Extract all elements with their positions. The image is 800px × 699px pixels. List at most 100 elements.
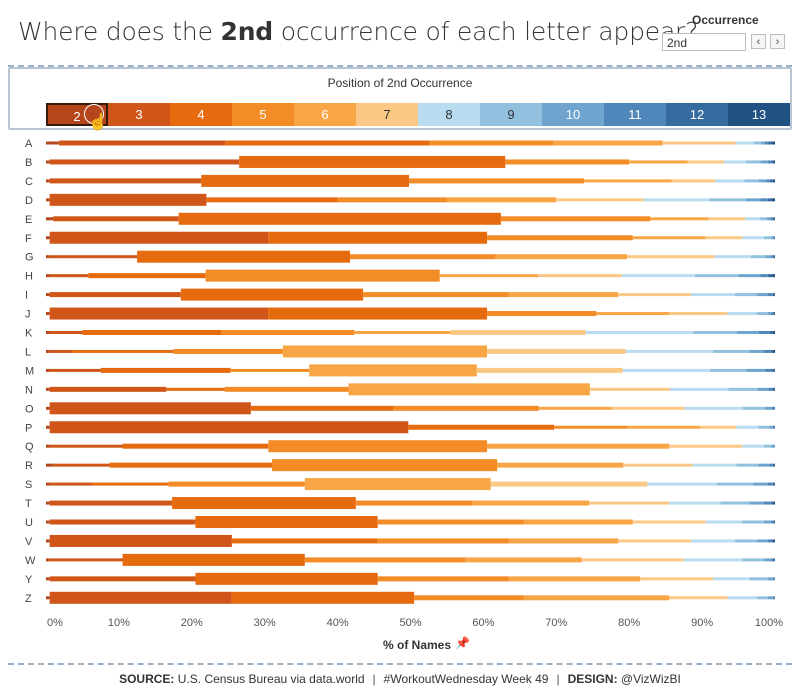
bar-segment[interactable]	[773, 558, 775, 562]
bar-segment[interactable]	[753, 482, 768, 486]
bar-segment[interactable]	[728, 387, 758, 391]
bar-segment[interactable]	[768, 141, 773, 145]
bar-segment[interactable]	[282, 345, 488, 358]
bar-segment[interactable]	[46, 520, 50, 524]
bar-segment[interactable]	[46, 160, 50, 164]
legend-item-13[interactable]: 13	[728, 103, 790, 126]
bar-segment[interactable]	[758, 179, 767, 183]
bar-segment[interactable]	[772, 217, 775, 221]
bar-segment[interactable]	[769, 331, 774, 334]
bar-segment[interactable]	[446, 197, 557, 203]
bar-segment[interactable]	[49, 231, 269, 244]
bar-segment[interactable]	[691, 539, 735, 543]
bar-segment[interactable]	[745, 160, 761, 164]
bar-segment[interactable]	[71, 349, 174, 353]
bar-segment[interactable]	[556, 198, 644, 202]
chevron-right-icon[interactable]: ›	[770, 34, 785, 49]
bar-segment[interactable]	[769, 463, 773, 467]
bar-segment[interactable]	[766, 217, 771, 221]
bar-segment[interactable]	[736, 425, 759, 429]
bar-segment[interactable]	[742, 558, 765, 562]
bar-segment[interactable]	[49, 255, 138, 259]
bar-segment[interactable]	[220, 330, 355, 335]
bar-segment[interactable]	[618, 293, 692, 297]
bar-segment[interactable]	[760, 274, 768, 278]
legend-item-4[interactable]: 4	[170, 103, 232, 126]
bar-segment[interactable]	[771, 539, 774, 543]
bar-segment[interactable]	[349, 254, 496, 260]
bar-segment[interactable]	[771, 501, 774, 505]
bar-segment[interactable]	[760, 160, 768, 164]
bar-segment[interactable]	[304, 557, 466, 563]
bar-segment[interactable]	[46, 179, 50, 183]
bar-segment[interactable]	[691, 293, 735, 297]
bar-segment[interactable]	[772, 274, 775, 278]
bar-segment[interactable]	[487, 311, 597, 317]
bar-segment[interactable]	[53, 463, 110, 467]
bar-segment[interactable]	[772, 577, 775, 581]
bar-segment[interactable]	[774, 482, 775, 486]
bar-segment[interactable]	[91, 482, 169, 486]
bar-segment[interactable]	[46, 463, 54, 467]
bar-segment[interactable]	[231, 591, 415, 604]
bar-segment[interactable]	[772, 425, 775, 429]
bar-segment[interactable]	[773, 539, 775, 543]
bar-segment[interactable]	[643, 198, 710, 202]
bar-segment[interactable]	[771, 558, 774, 562]
bar-segment[interactable]	[764, 349, 772, 353]
bar-segment[interactable]	[508, 538, 619, 544]
legend-item-9[interactable]: 9	[480, 103, 542, 126]
bar-segment[interactable]	[767, 274, 773, 278]
bar-segment[interactable]	[772, 406, 775, 410]
bar-segment[interactable]	[554, 425, 628, 429]
bar-segment[interactable]	[49, 368, 101, 372]
bar-segment[interactable]	[742, 406, 765, 410]
bar-segment[interactable]	[727, 312, 757, 316]
bar-segment[interactable]	[49, 178, 202, 184]
bar-segment[interactable]	[46, 539, 50, 543]
bar-segment[interactable]	[46, 482, 50, 486]
bar-segment[interactable]	[773, 236, 775, 240]
bar-segment[interactable]	[671, 179, 716, 183]
bar-segment[interactable]	[224, 386, 349, 392]
bar-segment[interactable]	[772, 463, 775, 467]
bar-segment[interactable]	[46, 406, 50, 410]
bar-segment[interactable]	[49, 274, 89, 278]
bar-segment[interactable]	[774, 425, 775, 429]
bar-segment[interactable]	[137, 250, 350, 263]
bar-segment[interactable]	[49, 576, 196, 582]
bar-segment[interactable]	[487, 443, 670, 449]
bar-segment[interactable]	[348, 383, 590, 396]
bar-segment[interactable]	[500, 216, 651, 222]
bar-segment[interactable]	[662, 141, 736, 145]
bar-segment[interactable]	[439, 274, 539, 278]
bar-segment[interactable]	[505, 159, 630, 165]
legend-item-10[interactable]: 10	[542, 103, 604, 126]
bar-segment[interactable]	[472, 500, 590, 506]
bar-segment[interactable]	[772, 482, 775, 486]
bar-segment[interactable]	[100, 367, 231, 373]
bar-segment[interactable]	[758, 331, 770, 334]
bar-segment[interactable]	[49, 591, 232, 604]
bar-segment[interactable]	[774, 387, 775, 391]
bar-segment[interactable]	[523, 519, 633, 525]
bar-segment[interactable]	[414, 595, 524, 601]
bar-segment[interactable]	[46, 444, 50, 448]
bar-segment[interactable]	[195, 572, 378, 585]
bar-segment[interactable]	[670, 387, 729, 391]
occurrence-input[interactable]: 2nd	[662, 33, 746, 51]
bar-segment[interactable]	[49, 292, 181, 298]
bar-segment[interactable]	[377, 519, 524, 525]
bar-segment[interactable]	[716, 482, 754, 486]
bar-segment[interactable]	[230, 368, 310, 372]
bar-segment[interactable]	[508, 292, 619, 298]
bar-segment[interactable]	[772, 293, 775, 297]
bar-segment[interactable]	[508, 576, 641, 582]
bar-segment[interactable]	[122, 443, 269, 449]
bar-segment[interactable]	[723, 160, 746, 164]
bar-segment[interactable]	[180, 288, 364, 301]
bar-segment[interactable]	[46, 387, 50, 391]
bar-segment[interactable]	[589, 387, 671, 391]
bar-segment[interactable]	[767, 596, 773, 600]
bar-segment[interactable]	[647, 482, 717, 486]
